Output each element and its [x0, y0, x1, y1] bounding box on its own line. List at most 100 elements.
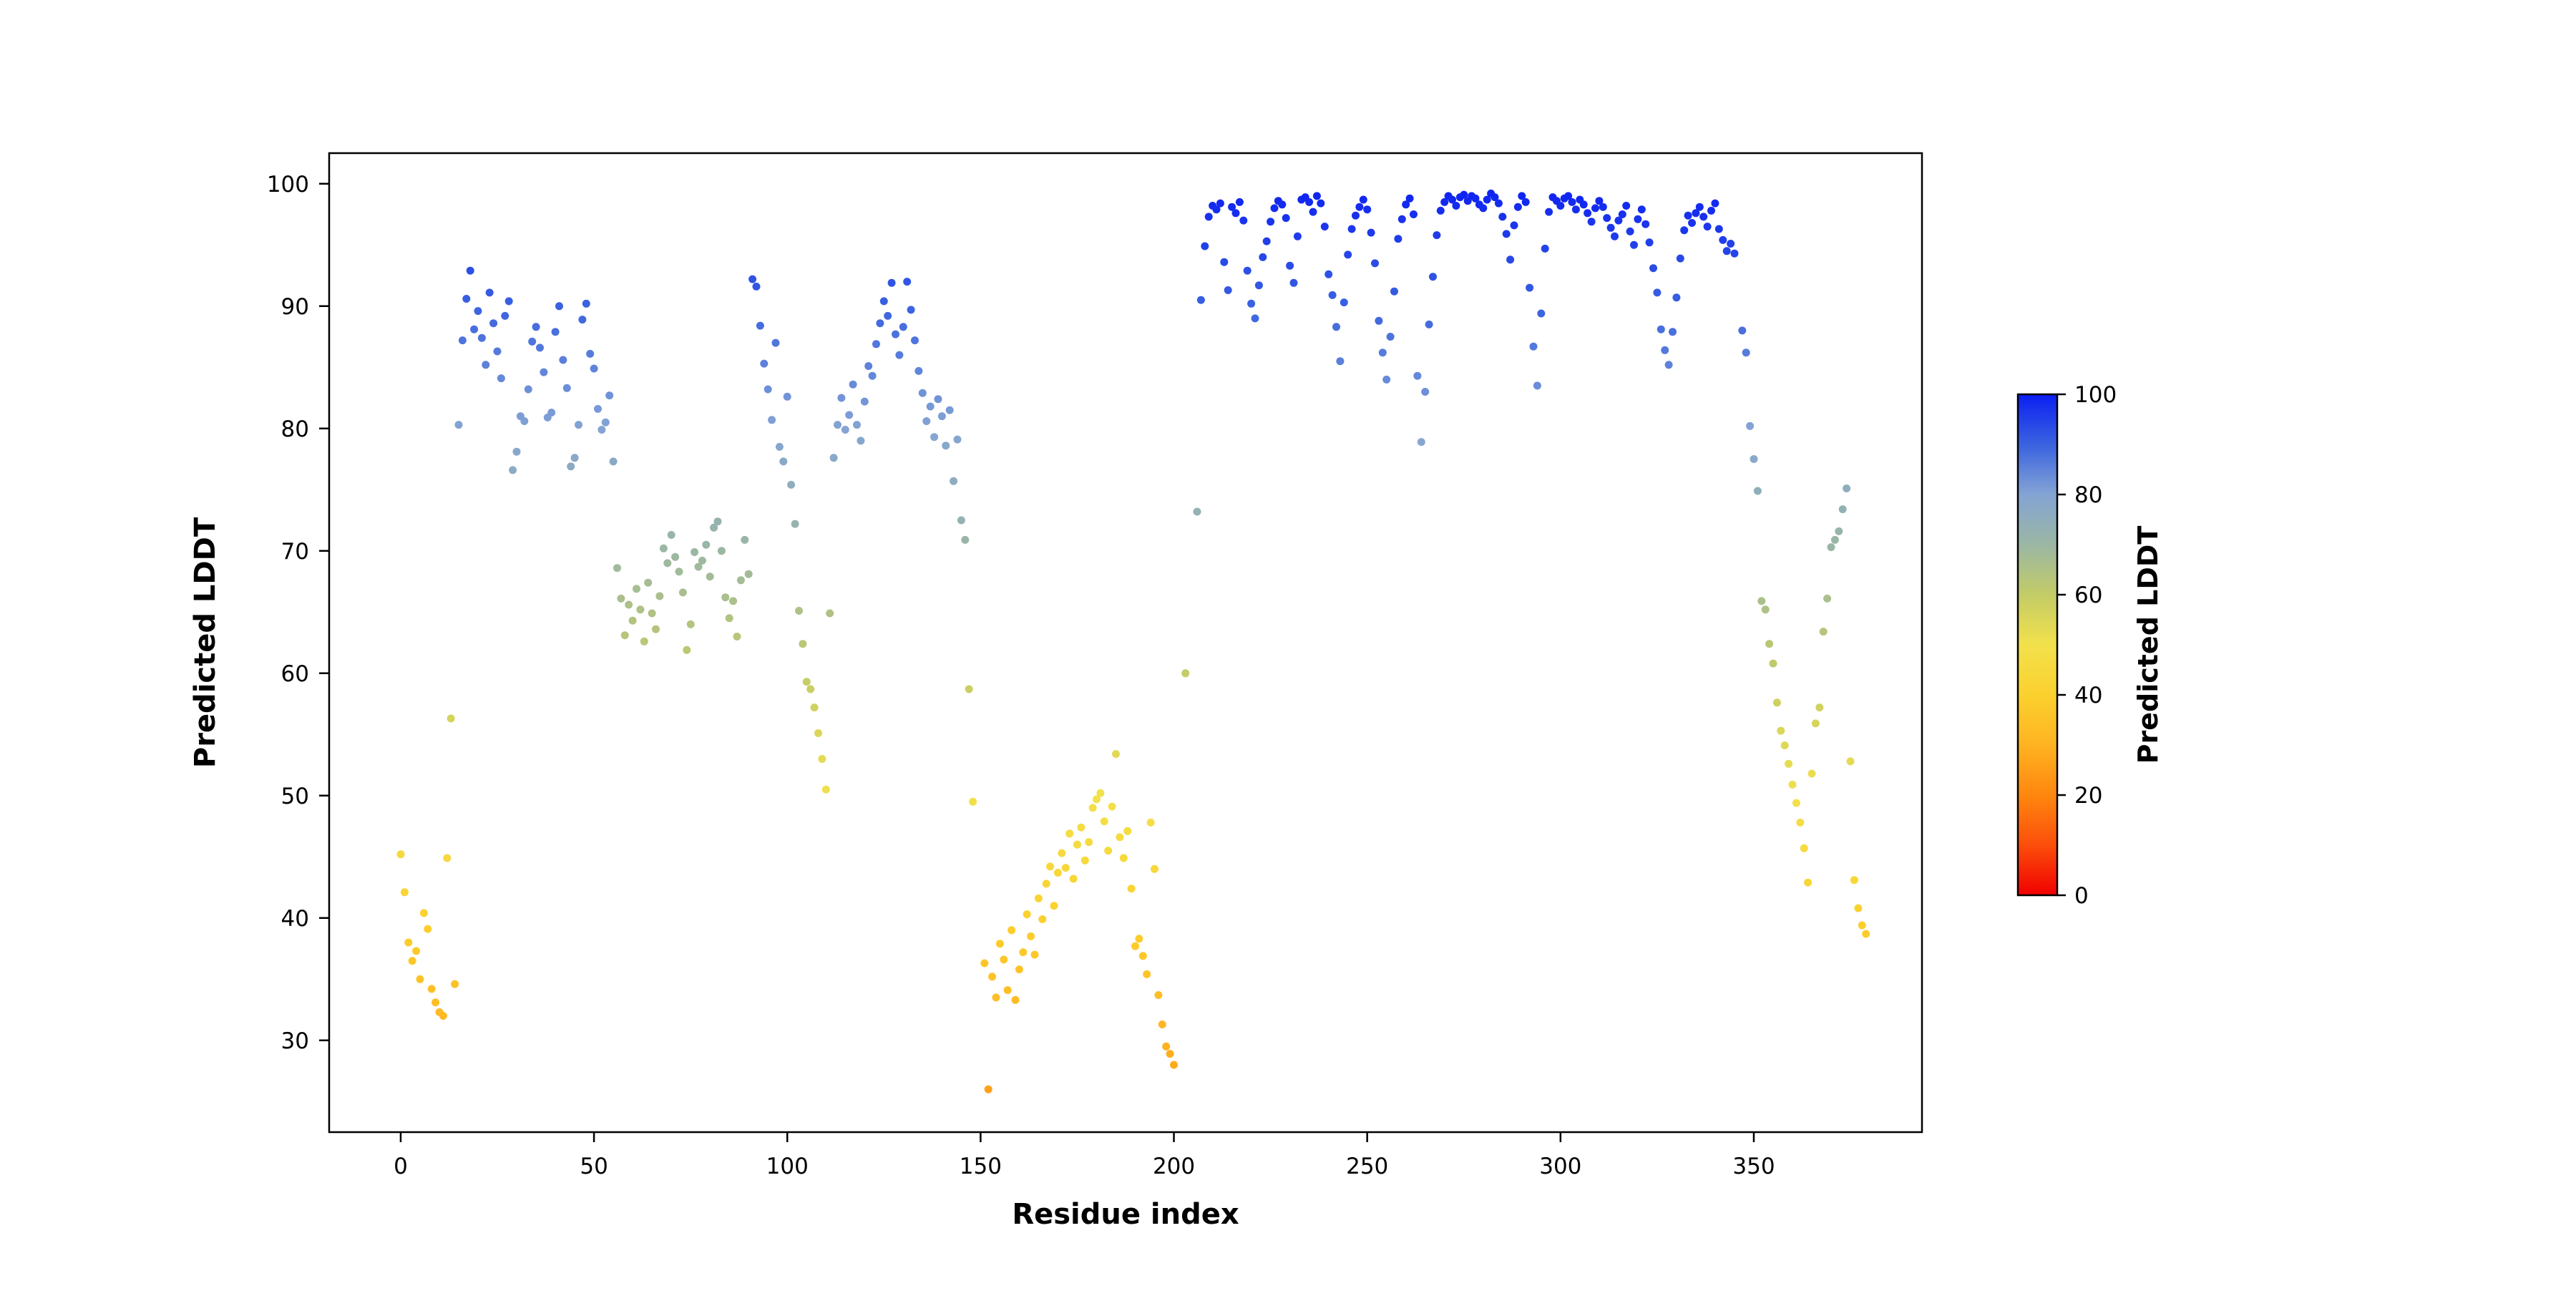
- data-point: [857, 437, 865, 445]
- data-point: [826, 609, 834, 618]
- data-point: [578, 316, 587, 324]
- data-point: [509, 466, 517, 474]
- data-point: [1034, 894, 1043, 902]
- colorbar-tick-label: 60: [2074, 583, 2102, 608]
- data-point: [860, 397, 869, 406]
- data-point: [1460, 190, 1468, 199]
- data-point: [1765, 640, 1774, 648]
- colorbar-tick-label: 0: [2074, 883, 2089, 909]
- data-point: [713, 517, 722, 526]
- data-point: [1193, 507, 1201, 516]
- data-point: [1254, 281, 1263, 290]
- x-tick-label: 350: [1732, 1154, 1775, 1179]
- data-point: [1181, 669, 1190, 678]
- data-point: [400, 888, 409, 897]
- data-point: [1603, 214, 1611, 223]
- data-point: [1008, 926, 1016, 935]
- data-point: [1858, 921, 1866, 930]
- data-point: [717, 547, 726, 555]
- data-point: [988, 973, 997, 981]
- data-point: [1123, 827, 1132, 835]
- data-point: [957, 516, 965, 525]
- data-point: [1042, 880, 1050, 888]
- data-point: [1510, 221, 1518, 230]
- data-point: [914, 366, 923, 375]
- data-point: [1846, 757, 1855, 766]
- data-point: [1394, 235, 1402, 243]
- data-point: [1591, 204, 1599, 213]
- data-point: [748, 275, 757, 283]
- data-point: [474, 307, 482, 316]
- data-point: [1262, 237, 1271, 245]
- data-point: [540, 368, 548, 376]
- data-point: [1386, 333, 1395, 341]
- data-point: [1537, 309, 1546, 318]
- data-point: [1827, 543, 1835, 552]
- data-point: [702, 540, 711, 549]
- data-point: [922, 417, 931, 425]
- data-point: [562, 384, 571, 392]
- data-point: [795, 607, 803, 615]
- data-point: [667, 531, 675, 539]
- data-point: [1695, 203, 1704, 211]
- data-point: [1367, 228, 1375, 237]
- data-point: [1506, 255, 1515, 264]
- data-point: [837, 394, 846, 402]
- data-point: [763, 385, 772, 394]
- data-point: [1003, 986, 1012, 995]
- data-point: [404, 938, 413, 947]
- data-point: [466, 266, 474, 275]
- data-point: [1664, 361, 1673, 369]
- data-point: [1750, 455, 1758, 463]
- data-point: [879, 297, 888, 306]
- data-point: [501, 311, 509, 320]
- data-point: [524, 385, 532, 394]
- data-point: [1093, 795, 1101, 804]
- data-point: [1835, 527, 1843, 535]
- data-point: [1073, 840, 1081, 849]
- data-point: [1019, 948, 1028, 957]
- data-point: [1196, 296, 1205, 304]
- data-point: [1259, 253, 1267, 261]
- data-point: [1143, 970, 1151, 978]
- data-point: [424, 925, 432, 933]
- data-point: [1239, 216, 1248, 225]
- data-point: [1529, 342, 1538, 351]
- data-point: [752, 282, 761, 291]
- data-point: [818, 755, 826, 763]
- data-point: [1363, 205, 1372, 214]
- data-point: [1606, 223, 1615, 232]
- data-point: [1738, 326, 1747, 335]
- data-point: [1680, 226, 1689, 235]
- data-point: [930, 433, 939, 442]
- data-point: [1375, 316, 1383, 325]
- data-point: [1772, 698, 1781, 707]
- data-point: [1038, 915, 1047, 923]
- colorbar: 0 20 40 60 80 100 Predicted LDDT: [2016, 382, 2164, 909]
- data-point: [671, 552, 680, 561]
- data-point: [1023, 910, 1031, 919]
- data-point: [1402, 200, 1410, 209]
- data-point: [443, 854, 452, 862]
- data-point: [1587, 218, 1596, 226]
- data-point: [725, 614, 733, 623]
- data-point: [884, 311, 892, 320]
- data-point: [1058, 849, 1066, 857]
- data-point: [1571, 205, 1580, 214]
- data-point: [775, 442, 784, 451]
- data-point: [1340, 298, 1348, 307]
- data-point: [477, 333, 486, 342]
- data-point: [497, 374, 505, 383]
- data-point: [934, 395, 942, 404]
- data-point: [1135, 935, 1143, 943]
- scatter-points: [396, 189, 1870, 1093]
- data-point: [1046, 862, 1055, 871]
- data-point: [710, 523, 718, 532]
- x-tick-label: 100: [766, 1154, 809, 1179]
- data-point: [903, 278, 912, 286]
- data-point: [1707, 206, 1715, 215]
- data-point: [729, 597, 738, 605]
- data-point: [1800, 844, 1808, 852]
- data-point: [686, 620, 695, 628]
